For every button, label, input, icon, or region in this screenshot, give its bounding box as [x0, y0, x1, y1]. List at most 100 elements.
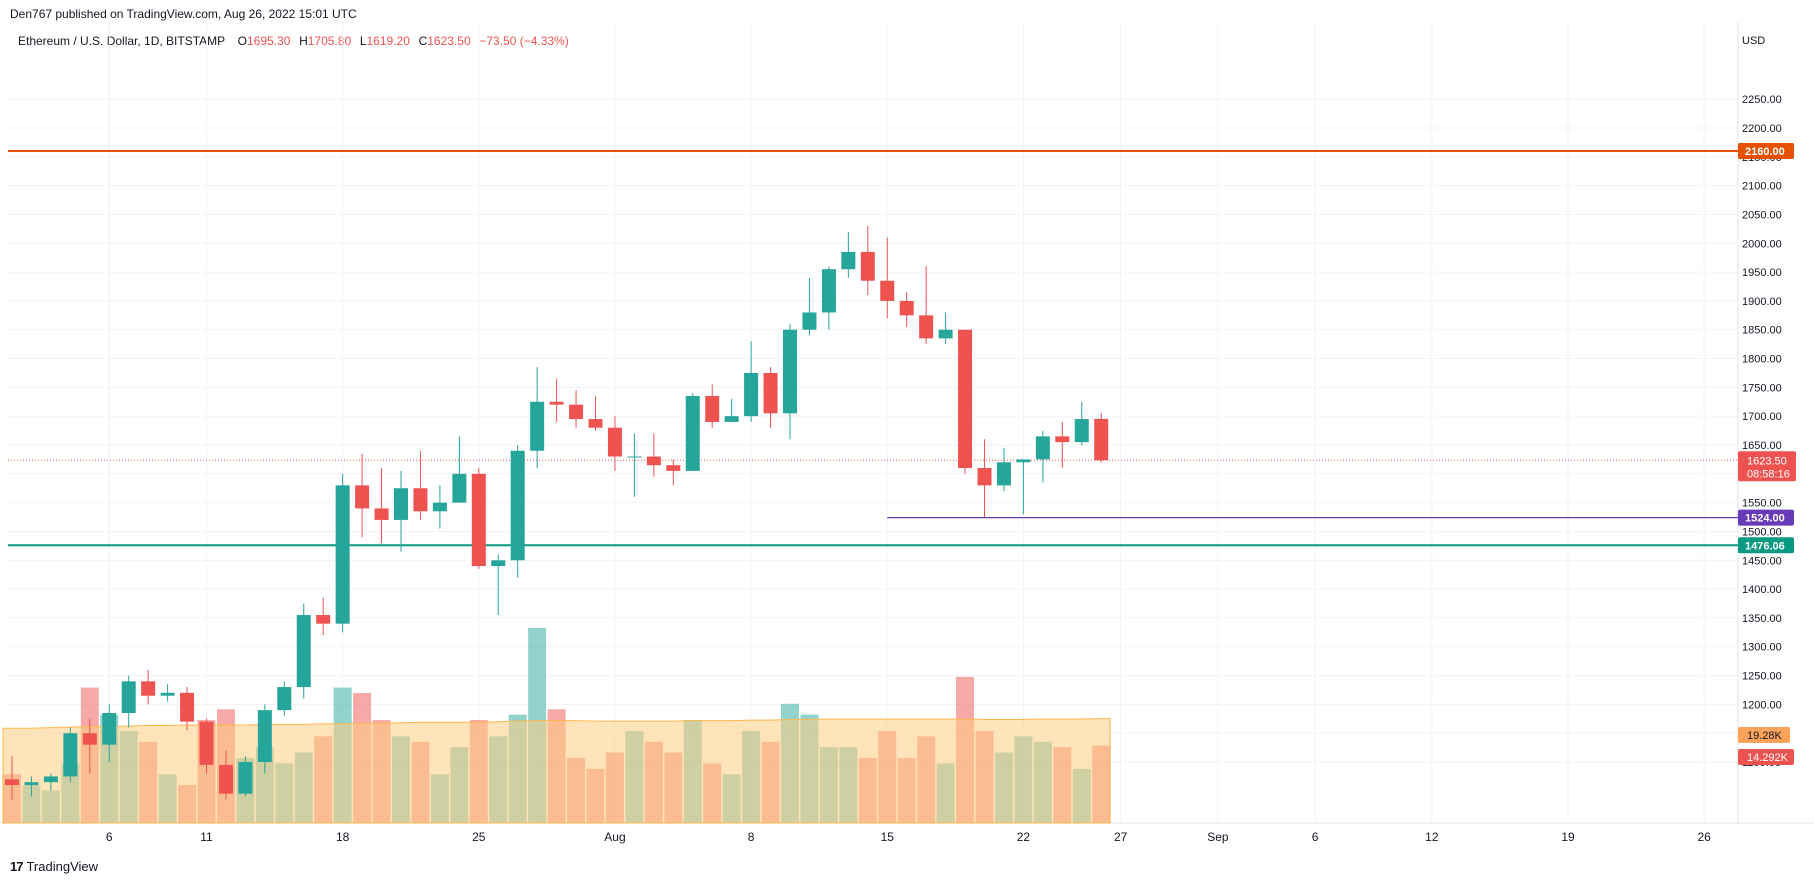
candle-body [296, 615, 311, 688]
close-label: C [418, 34, 428, 48]
symbol-name[interactable]: Ethereum / U.S. Dollar, 1D, BITSTAMP [18, 34, 225, 48]
volume-ma-badge [1738, 727, 1790, 743]
horizontal-levels[interactable] [8, 150, 1738, 547]
y-tick-label: 1800.00 [1742, 354, 1782, 366]
y-tick-label: 1700.00 [1742, 411, 1782, 423]
chart-grid [8, 22, 1814, 824]
candle-body [880, 280, 895, 301]
candle-body [1094, 418, 1109, 461]
x-tick-label: 25 [472, 830, 486, 844]
y-tick-label: 1350.00 [1742, 613, 1782, 625]
candle-body [821, 269, 836, 313]
x-tick-label: 15 [881, 830, 895, 844]
candle-body [471, 473, 486, 567]
candle-body [63, 733, 78, 777]
candle-body [996, 462, 1011, 486]
open-label: O [237, 34, 247, 48]
symbol-legend: Ethereum / U.S. Dollar, 1D, BITSTAMP O16… [18, 34, 569, 48]
candle-body [763, 372, 778, 414]
candle-body [744, 372, 759, 417]
level-label-mid: 1524.00 [1745, 513, 1785, 525]
y-tick-label: 1850.00 [1742, 325, 1782, 337]
candle-body [102, 713, 117, 745]
candle-body [724, 416, 739, 422]
x-tick-label: 6 [106, 830, 113, 844]
volume-last-badge [1738, 749, 1794, 765]
low-value: 1619.20 [366, 34, 410, 48]
level-badge-mid [1738, 509, 1794, 526]
candle-body [5, 779, 19, 786]
candle-body [413, 488, 428, 512]
close-value: 1623.50 [427, 34, 471, 48]
x-tick-label: 22 [1017, 830, 1031, 844]
x-tick-label: Aug [604, 830, 625, 844]
candle-body [510, 450, 525, 561]
high-value: 1705.80 [307, 34, 352, 48]
candle-body [646, 456, 661, 466]
level-label-resistance: 2160.00 [1745, 146, 1785, 158]
y-tick-label: 1200.00 [1742, 699, 1782, 711]
x-tick-label: 19 [1561, 830, 1575, 844]
price-chart[interactable]: 1100.001150.001200.001250.001300.001350.… [0, 0, 1814, 850]
candle-body [277, 687, 292, 711]
candle-body [841, 251, 856, 270]
candle-body [783, 329, 797, 414]
candle-body [316, 615, 331, 624]
y-tick-label: 1950.00 [1742, 267, 1782, 279]
candle-body [374, 508, 389, 520]
candle-body [666, 465, 681, 471]
volume-ma-label: 19.28K [1747, 730, 1783, 742]
candle-body [627, 456, 642, 458]
axis-currency: USD [1742, 35, 1765, 47]
y-tick-label: 1900.00 [1742, 296, 1782, 308]
candle-body [121, 681, 136, 714]
tradingview-footer[interactable]: 17 TradingView [10, 859, 98, 874]
y-tick-label: 1650.00 [1742, 440, 1782, 452]
x-tick-label: 12 [1425, 830, 1439, 844]
y-tick-label: 2200.00 [1742, 123, 1782, 135]
candle-body [160, 692, 175, 696]
y-tick-label: 1400.00 [1742, 584, 1782, 596]
candle-body [588, 419, 603, 428]
candle-body [977, 468, 992, 486]
candle-body [24, 782, 39, 786]
open-value: 1695.30 [246, 34, 291, 48]
time-axis[interactable]: 6 11 18 25 Aug 8 15 22 27 Sep 6 12 19 26 [106, 830, 1711, 844]
candle-body [491, 560, 506, 567]
candle-body [938, 329, 953, 339]
countdown-label: 08:58:16 [1747, 468, 1790, 480]
candle-body [919, 315, 934, 339]
candle-body [1035, 436, 1050, 460]
y-tick-label: 2100.00 [1742, 181, 1782, 193]
level-label-support: 1476.06 [1745, 540, 1785, 552]
candle-body [705, 396, 720, 422]
y-tick-label: 1500.00 [1742, 526, 1782, 538]
y-tick-label: 1250.00 [1742, 671, 1782, 683]
last-price-label: 1623.50 [1747, 455, 1787, 467]
candle-body [685, 396, 700, 471]
y-tick-label: 1550.00 [1742, 498, 1782, 510]
candle-body [569, 404, 584, 420]
candle-body [394, 488, 408, 520]
x-tick-label: 27 [1114, 830, 1128, 844]
x-tick-label: 6 [1312, 830, 1319, 844]
candle-body [1055, 436, 1070, 443]
candle-body [958, 329, 973, 469]
candle-body [218, 764, 233, 794]
candle-body [530, 401, 545, 451]
low-label: L [359, 34, 367, 48]
x-tick-label: 26 [1697, 830, 1711, 844]
y-tick-label: 1450.00 [1742, 555, 1782, 567]
candle-body [549, 401, 564, 405]
x-tick-label: 18 [336, 830, 350, 844]
volume-last-label: 14.292K [1747, 752, 1789, 764]
candle-body [860, 251, 875, 281]
candle-body [802, 312, 817, 330]
candle-body [432, 502, 447, 512]
published-by-header: Den767 published on TradingView.com, Aug… [10, 7, 357, 21]
y-tick-label: 2050.00 [1742, 209, 1782, 221]
candles[interactable] [5, 225, 1109, 800]
y-tick-label: 1300.00 [1742, 642, 1782, 654]
volume-ma-fill [2, 718, 1111, 824]
